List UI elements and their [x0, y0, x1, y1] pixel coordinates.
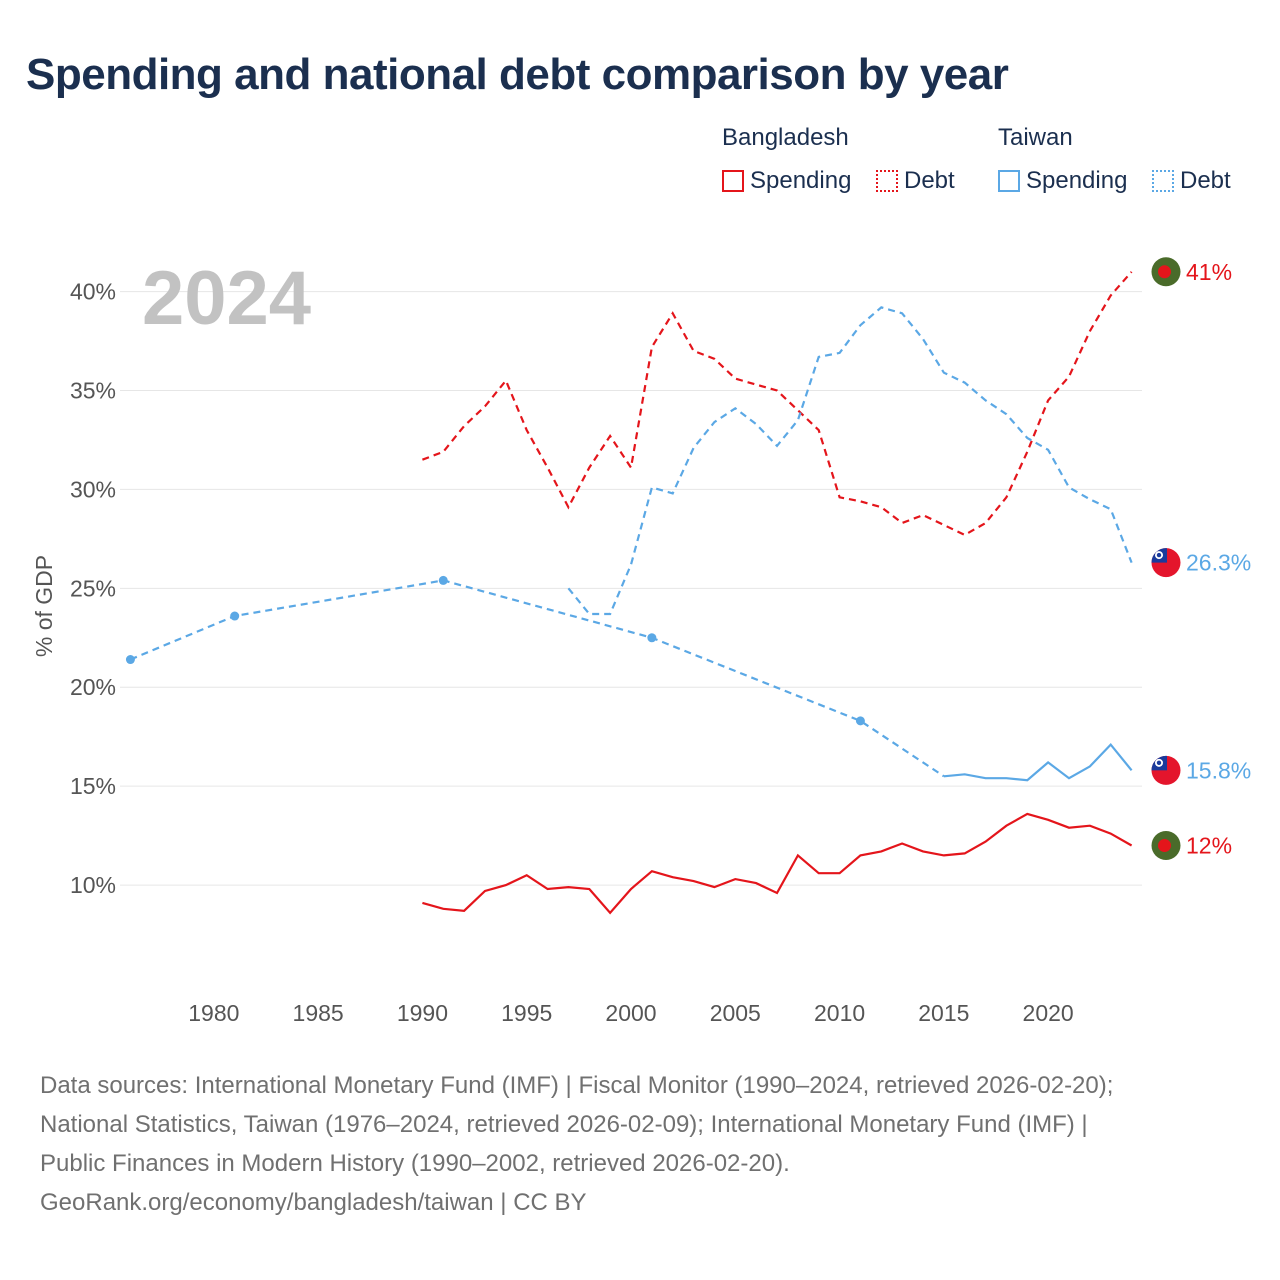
footer-sources: Data sources: International Monetary Fun…	[40, 1066, 1250, 1222]
taiwan-debt-point[interactable]	[125, 655, 135, 665]
taiwan-flag-icon	[1151, 548, 1181, 578]
bangladesh-debt-end-label: 41%	[1186, 259, 1232, 285]
x-axis: 1980 1985 1990 1995 2000 2005 2010 2015 2020	[188, 1000, 1073, 1026]
legend-label: Debt	[904, 167, 955, 194]
y-tick-label: 10%	[70, 872, 116, 898]
taiwan-debt-line	[943, 742, 1133, 782]
legend-item-taiwan-spending[interactable]: Spending	[998, 166, 1127, 196]
y-tick-label: 20%	[70, 674, 116, 700]
legend-group-taiwan: Taiwan	[998, 124, 1073, 151]
x-tick-label: 2005	[710, 1000, 761, 1026]
legend-swatch-dotted	[1152, 170, 1174, 192]
legend-swatch-dotted	[876, 170, 898, 192]
taiwan-debt-point[interactable]	[855, 716, 865, 726]
y-tick-label: 25%	[70, 575, 116, 601]
legend-swatch-solid	[722, 170, 744, 192]
legend-swatch-solid	[998, 170, 1020, 192]
taiwan-debt-line-dashed	[129, 579, 945, 778]
footer-attribution[interactable]: GeoRank.org/economy/bangladesh/taiwan | …	[40, 1189, 587, 1216]
bangladesh-spending-line	[422, 812, 1133, 915]
x-tick-label: 1985	[293, 1000, 344, 1026]
taiwan-spending-end-label: 26.3%	[1186, 550, 1251, 576]
bangladesh-flag-icon	[1151, 831, 1181, 861]
series-lines	[129, 271, 1133, 915]
footer-line: National Statistics, Taiwan (1976–2024, …	[40, 1111, 1088, 1138]
line-chart: 10% 15% 20% 25% 30% 35% 40% 1980 1985 1990 1995 20…	[31, 256, 1251, 1026]
legend-label: Debt	[1180, 167, 1231, 194]
y-axis-label: % of GDP	[31, 555, 57, 657]
x-tick-label: 1995	[501, 1000, 552, 1026]
taiwan-debt-point[interactable]	[438, 575, 448, 585]
chart-title: Spending and national debt comparison by…	[26, 50, 1009, 99]
x-tick-label: 2010	[814, 1000, 865, 1026]
legend-group-bangladesh: Bangladesh	[722, 124, 849, 151]
series-markers	[125, 575, 865, 726]
taiwan-debt-point[interactable]	[647, 633, 657, 643]
footer-line: Data sources: International Monetary Fun…	[40, 1072, 1114, 1099]
y-tick-label: 35%	[70, 377, 116, 403]
legend-label: Spending	[1026, 167, 1128, 194]
gridlines	[120, 291, 1142, 886]
legend-label: Spending	[750, 167, 852, 194]
legend-item-bangladesh-debt[interactable]: Debt	[876, 166, 955, 196]
taiwan-debt-end-label: 15.8%	[1186, 757, 1251, 783]
bangladesh-spending-end-label: 12%	[1186, 833, 1232, 859]
taiwan-debt-point[interactable]	[230, 611, 240, 621]
y-tick-label: 40%	[70, 279, 116, 305]
bangladesh-flag-icon	[1151, 257, 1181, 287]
taiwan-spending-line	[567, 306, 1133, 616]
y-tick-label: 15%	[70, 773, 116, 799]
x-tick-label: 2000	[605, 1000, 656, 1026]
x-tick-label: 2020	[1023, 1000, 1074, 1026]
taiwan-flag-icon	[1151, 755, 1181, 785]
year-watermark: 2024	[142, 256, 311, 341]
bangladesh-debt-line	[422, 271, 1133, 537]
x-tick-label: 2015	[918, 1000, 969, 1026]
x-tick-label: 1980	[188, 1000, 239, 1026]
legend-item-bangladesh-spending[interactable]: Spending	[722, 166, 851, 196]
footer-line: Public Finances in Modern History (1990–…	[40, 1150, 790, 1177]
x-tick-label: 1990	[397, 1000, 448, 1026]
y-axis: 10% 15% 20% 25% 30% 35% 40%	[70, 279, 116, 899]
end-labels: 41% 26.3% 15.8% 12%	[1151, 257, 1251, 861]
y-tick-label: 30%	[70, 476, 116, 502]
legend-item-taiwan-debt[interactable]: Debt	[1152, 166, 1231, 196]
